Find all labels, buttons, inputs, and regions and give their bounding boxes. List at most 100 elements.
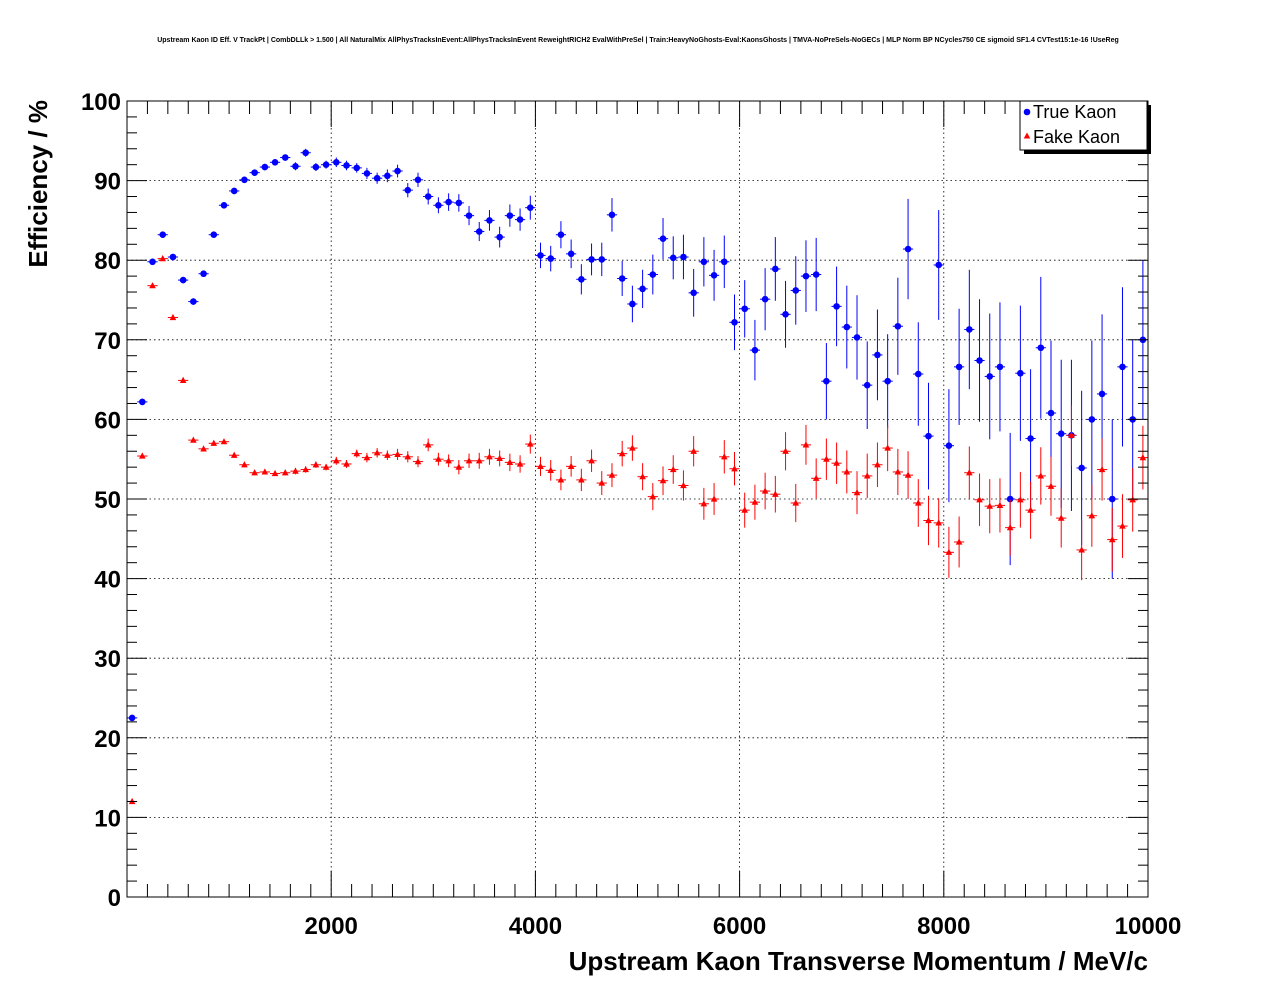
data-point-true-kaon <box>731 318 738 326</box>
data-point-true-kaon <box>210 231 218 239</box>
data-point-true-kaon <box>1047 409 1055 417</box>
x-tick-label: 8000 <box>917 913 970 940</box>
data-point-true-kaon <box>159 231 167 239</box>
data-point-fake-kaon <box>281 469 289 476</box>
data-point-fake-kaon <box>139 452 146 459</box>
data-point-fake-kaon <box>1068 431 1075 438</box>
data-point-fake-kaon <box>1037 472 1045 479</box>
legend-label-true-kaon: True Kaon <box>1033 102 1116 122</box>
data-point-fake-kaon <box>414 457 422 465</box>
data-point-fake-kaon <box>741 506 749 513</box>
data-point-fake-kaon <box>751 498 759 505</box>
data-point-true-kaon <box>680 253 687 261</box>
data-point-fake-kaon <box>159 255 167 262</box>
data-point-true-kaon <box>384 172 391 180</box>
data-point-true-kaon <box>179 276 187 284</box>
legend-box <box>1019 100 1148 151</box>
legend-label-fake-kaon: Fake Kaon <box>1033 127 1120 147</box>
data-point-true-kaon <box>302 149 309 157</box>
y-tick-label: 80 <box>94 248 121 275</box>
data-point-fake-kaon <box>271 469 279 477</box>
data-point-true-kaon <box>996 363 1004 371</box>
data-point-true-kaon <box>251 169 258 176</box>
data-point-true-kaon <box>914 370 922 378</box>
data-point-true-kaon <box>486 217 493 224</box>
data-point-true-kaon <box>669 254 677 262</box>
data-point-true-kaon <box>149 258 156 266</box>
data-point-true-kaon <box>1088 416 1096 423</box>
data-point-true-kaon <box>475 228 483 235</box>
legend: True Kaon Fake Kaon <box>1019 100 1151 154</box>
data-point-fake-kaon <box>639 473 646 480</box>
chart-title: Upstream Kaon ID Eff. V TrackPt | CombDL… <box>157 37 1119 44</box>
data-point-fake-kaon <box>1119 522 1126 529</box>
data-point-true-kaon <box>649 271 657 278</box>
data-point-true-kaon <box>925 432 932 440</box>
data-point-true-kaon <box>1119 363 1126 371</box>
data-point-fake-kaon <box>251 469 258 476</box>
data-point-fake-kaon <box>567 462 575 469</box>
data-point-fake-kaon <box>884 444 891 451</box>
data-point-true-kaon <box>588 256 595 263</box>
data-point-fake-kaon <box>302 465 309 473</box>
data-point-fake-kaon <box>598 479 606 486</box>
data-point-fake-kaon <box>720 453 728 460</box>
data-point-true-kaon <box>333 158 340 166</box>
data-point-true-kaon <box>1098 390 1106 398</box>
data-point-true-kaon <box>312 163 320 171</box>
data-point-fake-kaon <box>1108 535 1116 543</box>
data-point-true-kaon <box>547 255 555 262</box>
data-point-fake-kaon <box>292 467 299 474</box>
data-point-true-kaon <box>169 253 177 261</box>
data-point-fake-kaon <box>772 490 779 497</box>
data-point-true-kaon <box>710 272 718 279</box>
data-point-true-kaon <box>241 176 248 184</box>
data-point-true-kaon <box>792 287 800 294</box>
data-point-true-kaon <box>690 289 697 297</box>
data-point-true-kaon <box>353 164 361 172</box>
data-point-fake-kaon <box>802 441 810 448</box>
data-point-true-kaon <box>976 357 983 364</box>
data-point-fake-kaon <box>690 447 697 454</box>
data-point-fake-kaon <box>659 477 667 484</box>
data-point-fake-kaon <box>200 445 207 452</box>
data-point-true-kaon <box>424 193 432 200</box>
data-point-fake-kaon <box>710 495 718 502</box>
data-point-fake-kaon <box>833 459 840 466</box>
y-tick-label: 60 <box>94 407 121 434</box>
data-point-true-kaon <box>618 275 626 282</box>
data-point-true-kaon <box>363 170 371 177</box>
data-point-true-kaon <box>394 167 401 175</box>
data-point-true-kaon <box>894 322 902 330</box>
data-point-fake-kaon <box>537 462 544 469</box>
data-point-true-kaon <box>1006 495 1014 503</box>
y-axis-title: Efficiency / % <box>23 100 53 268</box>
data-point-fake-kaon <box>363 454 371 461</box>
data-point-true-kaon <box>751 346 759 354</box>
data-point-true-kaon <box>1108 495 1116 503</box>
x-axis-title: Upstream Kaon Transverse Momentum / MeV/… <box>569 946 1148 976</box>
data-point-true-kaon <box>608 211 616 219</box>
data-point-true-kaon <box>271 158 279 166</box>
data-point-fake-kaon <box>904 471 912 478</box>
data-point-true-kaon <box>659 235 667 243</box>
data-point-fake-kaon <box>700 500 708 507</box>
data-point-fake-kaon <box>496 454 503 462</box>
data-point-fake-kaon <box>843 468 851 475</box>
data-point-true-kaon <box>526 204 534 211</box>
data-point-fake-kaon <box>935 519 942 526</box>
data-point-true-kaon <box>863 381 871 389</box>
data-point-fake-kaon <box>384 451 391 458</box>
data-point-true-kaon <box>955 363 963 371</box>
data-point-fake-kaon <box>1017 496 1024 503</box>
data-point-fake-kaon <box>812 474 820 481</box>
data-point-fake-kaon <box>863 472 871 479</box>
data-point-fake-kaon <box>475 457 483 464</box>
data-point-fake-kaon <box>955 538 963 545</box>
x-tick-label: 4000 <box>509 913 562 940</box>
data-point-fake-kaon <box>241 461 248 468</box>
data-point-true-kaon <box>435 201 442 209</box>
data-point-fake-kaon <box>169 313 177 321</box>
y-tick-label: 100 <box>81 89 121 116</box>
